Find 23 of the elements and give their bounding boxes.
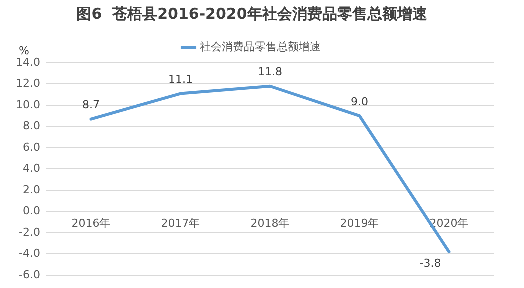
- x-tick-label: 2017年: [161, 217, 200, 230]
- y-tick-label: 14.0: [16, 56, 40, 69]
- y-axis-title: %: [19, 44, 30, 58]
- y-tick-label: -4.0: [19, 247, 40, 260]
- text: 8.7: [82, 98, 100, 112]
- y-tick-label: 8.0: [22, 120, 40, 133]
- text: 11.8: [258, 66, 282, 79]
- y-tick-label: 0.0: [22, 204, 40, 218]
- x-tick-label: 2019年: [340, 217, 380, 230]
- y-tick-label: 10.0: [16, 98, 40, 112]
- text: -3.8: [420, 256, 442, 270]
- legend-label: 社会消费品零售总额增速: [200, 40, 321, 54]
- y-tick-label: -6.0: [19, 268, 40, 282]
- text: 9.0: [351, 95, 368, 108]
- chart-title: 图6 苍梧县2016-2020年社会消费品零售总额增速: [76, 4, 428, 23]
- y-tick-label: 12.0: [16, 77, 40, 90]
- y-tick-label: -2.0: [19, 226, 40, 239]
- y-tick-label: 2.0: [22, 183, 40, 196]
- y-tick-label: 4.0: [22, 162, 40, 176]
- x-tick-label: 2016年: [72, 217, 111, 230]
- x-tick-label: 2018年: [250, 217, 290, 230]
- text: 11.1: [168, 73, 193, 86]
- y-tick-label: 6.0: [22, 140, 40, 154]
